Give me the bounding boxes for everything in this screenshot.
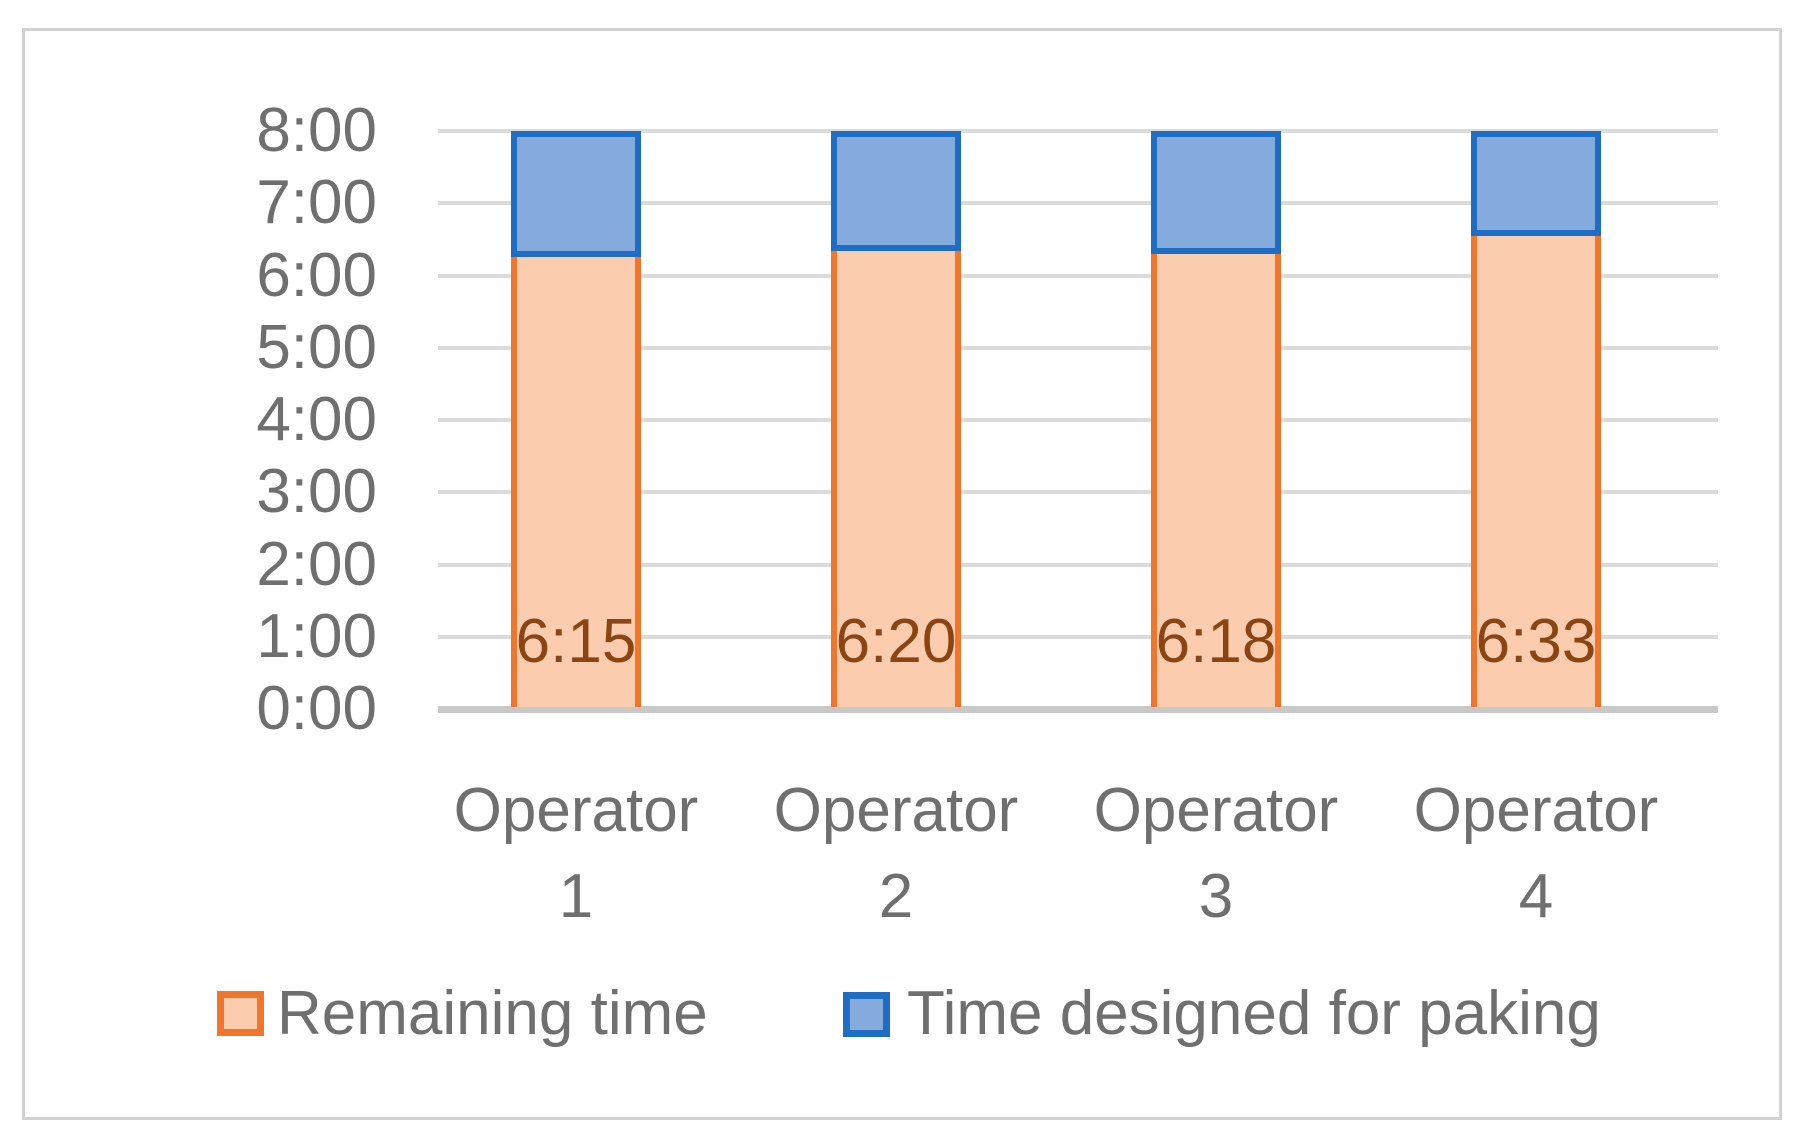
y-tick-label: 5:00 xyxy=(256,312,377,382)
y-tick-label: 1:00 xyxy=(256,601,377,671)
legend-label-remaining: Remaining time xyxy=(277,979,708,1048)
bar-segment-packing xyxy=(511,131,641,258)
y-tick-label: 2:00 xyxy=(256,529,377,599)
x-category-label-line1: Operator xyxy=(1413,776,1659,845)
bar-segment-remaining xyxy=(831,251,961,707)
bar-data-label: 6:20 xyxy=(835,607,957,676)
x-category-label-line2: 3 xyxy=(1198,862,1234,931)
legend-label-packing: Time designed for paking xyxy=(907,979,1601,1048)
x-category-label-line2: 2 xyxy=(878,862,914,931)
gridline xyxy=(438,634,1718,639)
x-category-label-line1: Operator xyxy=(773,776,1019,845)
bar-data-label: 6:33 xyxy=(1475,607,1597,676)
bar-segment-packing xyxy=(831,131,961,252)
x-axis-line xyxy=(438,706,1718,713)
bar-segment-remaining xyxy=(1471,235,1601,707)
x-category-label-line1: Operator xyxy=(453,776,699,845)
y-tick-label: 8:00 xyxy=(256,96,377,165)
bar-data-label: 6:15 xyxy=(515,607,637,676)
legend-swatch-packing xyxy=(843,992,890,1037)
y-tick-label: 0:00 xyxy=(256,674,377,743)
bar-segment-remaining xyxy=(1151,253,1281,707)
gridline xyxy=(438,201,1718,206)
x-category-label-line2: 4 xyxy=(1518,862,1554,931)
y-tick-label: 4:00 xyxy=(256,385,377,454)
bar-segment-packing xyxy=(1471,131,1601,236)
bar-data-label: 6:18 xyxy=(1155,607,1277,676)
gridline xyxy=(438,273,1718,278)
legend-swatch-remaining xyxy=(217,991,264,1036)
bar-segment-remaining xyxy=(511,257,641,707)
chart-frame: Remaining time Time designed for paking … xyxy=(22,28,1782,1120)
gridline xyxy=(438,345,1718,350)
gridline xyxy=(438,129,1718,133)
gridline xyxy=(438,418,1718,422)
x-category-label-line2: 1 xyxy=(558,862,594,931)
y-tick-label: 7:00 xyxy=(256,168,377,238)
gridline xyxy=(438,562,1718,567)
y-tick-label: 3:00 xyxy=(256,457,377,527)
gridline xyxy=(438,490,1718,495)
bar-segment-packing xyxy=(1151,131,1281,254)
y-tick-label: 6:00 xyxy=(256,240,377,310)
x-category-label-line1: Operator xyxy=(1093,776,1339,845)
